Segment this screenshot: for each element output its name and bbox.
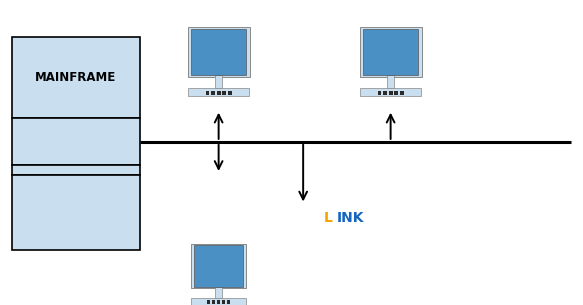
Bar <box>387 75 394 88</box>
Bar <box>378 91 381 95</box>
Bar <box>207 300 210 304</box>
Text: L: L <box>324 211 332 225</box>
Bar <box>222 91 226 95</box>
Bar <box>360 27 422 77</box>
Bar <box>400 91 403 95</box>
Bar <box>215 75 222 88</box>
Bar <box>194 245 244 287</box>
Text: MAINFRAME: MAINFRAME <box>35 71 117 84</box>
Bar <box>383 91 387 95</box>
Bar <box>217 300 220 304</box>
Bar <box>206 91 209 95</box>
Bar <box>389 91 392 95</box>
Bar <box>191 29 246 75</box>
Bar <box>12 175 140 250</box>
Bar <box>222 300 225 304</box>
Bar <box>212 300 215 304</box>
Bar <box>12 165 140 175</box>
Bar <box>394 91 398 95</box>
Bar <box>12 37 140 118</box>
Text: INK: INK <box>336 211 364 225</box>
Bar <box>217 91 220 95</box>
Bar <box>215 287 222 298</box>
Bar <box>191 243 247 288</box>
Bar <box>363 29 419 75</box>
Bar <box>188 27 250 77</box>
Bar <box>228 91 231 95</box>
Bar <box>227 300 230 304</box>
Bar <box>12 118 140 165</box>
Bar <box>188 88 249 96</box>
Bar <box>360 88 421 96</box>
Bar <box>191 298 246 305</box>
Bar <box>211 91 215 95</box>
